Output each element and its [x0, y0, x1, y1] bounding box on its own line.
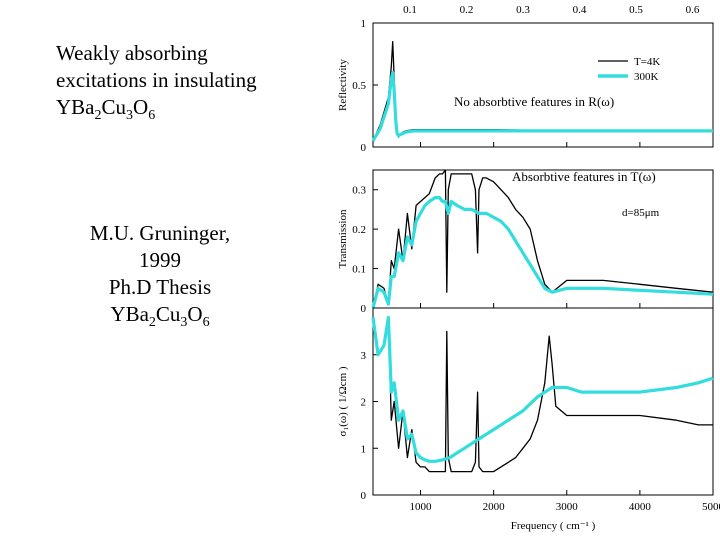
series-line-300k	[371, 315, 714, 463]
series-line-t4k	[372, 316, 713, 473]
x-tick-label: 1000	[410, 501, 433, 513]
citation: M.U. Gruninger, 1999 Ph.D Thesis YBa2Cu3…	[60, 220, 260, 331]
citation-thesis: Ph.D Thesis	[108, 275, 212, 299]
top-axis-tick-label: 0.1	[403, 4, 417, 16]
citation-formula: YBa2Cu3O6	[110, 302, 210, 331]
slide-title-line-1: Weakly absorbing	[56, 41, 208, 65]
top-axis-tick-label: 0.5	[629, 4, 643, 16]
legend-entry: 300K	[634, 71, 659, 83]
y-tick-label: 0.1	[352, 264, 366, 276]
panel-frame-reflectivity	[372, 22, 714, 148]
x-tick-label: 2000	[483, 501, 506, 513]
slide-title-formula: YBa2Cu3O6	[56, 95, 156, 124]
citation-year: 1999	[139, 248, 181, 272]
y-tick-label: 0	[361, 142, 367, 154]
thickness-label: d=85μm	[622, 207, 660, 219]
annotation-transmission: Absorbtive features in T(ω)	[512, 169, 656, 184]
x-tick-label: 4000	[629, 501, 652, 513]
top-axis-tick-label: 0.2	[460, 4, 474, 16]
annotation-reflectivity: No absorbtive features in R(ω)	[454, 94, 614, 109]
y-axis-label: Transmission	[337, 209, 349, 268]
x-axis-label: Frequency ( cm⁻¹ )	[511, 520, 596, 532]
y-tick-label: 1	[361, 443, 367, 455]
y-tick-label: 2	[361, 397, 367, 409]
y-tick-label: 0.5	[352, 80, 366, 92]
y-tick-label: 0	[361, 303, 367, 315]
x-tick-label: 3000	[556, 501, 579, 513]
series-line-t4k	[372, 40, 713, 142]
legend-entry: T=4K	[634, 56, 660, 68]
y-tick-label: 0.2	[352, 224, 366, 236]
series-line-300k	[371, 196, 714, 309]
y-tick-label: 0.3	[352, 185, 366, 197]
top-axis-tick-label: 0.3	[516, 4, 530, 16]
y-axis-label: Reflectivity	[337, 59, 349, 111]
y-tick-label: 1	[361, 18, 367, 30]
y-tick-label: 3	[361, 350, 367, 362]
x-tick-label: 5000	[702, 501, 720, 513]
slide-title: Weakly absorbing excitations in insulati…	[56, 40, 257, 124]
slide-title-line-2: excitations in insulating	[56, 68, 257, 92]
top-axis-tick-label: 0.6	[686, 4, 700, 16]
citation-author: M.U. Gruninger,	[89, 221, 231, 245]
y-tick-label: 0	[361, 490, 367, 502]
y-axis-label: σ₁(ω) ( 1/Ωcm )	[337, 366, 349, 436]
top-axis-tick-label: 0.4	[573, 4, 587, 16]
series-line-300k	[371, 70, 713, 142]
